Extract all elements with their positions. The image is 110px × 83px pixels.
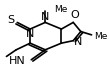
Text: N: N	[41, 12, 49, 22]
Text: Me: Me	[94, 32, 107, 41]
Text: N: N	[26, 29, 34, 39]
Text: HN: HN	[9, 56, 26, 66]
Text: O: O	[70, 10, 79, 20]
Text: N: N	[74, 37, 82, 47]
Text: Me: Me	[54, 5, 67, 14]
Text: S: S	[7, 15, 14, 25]
